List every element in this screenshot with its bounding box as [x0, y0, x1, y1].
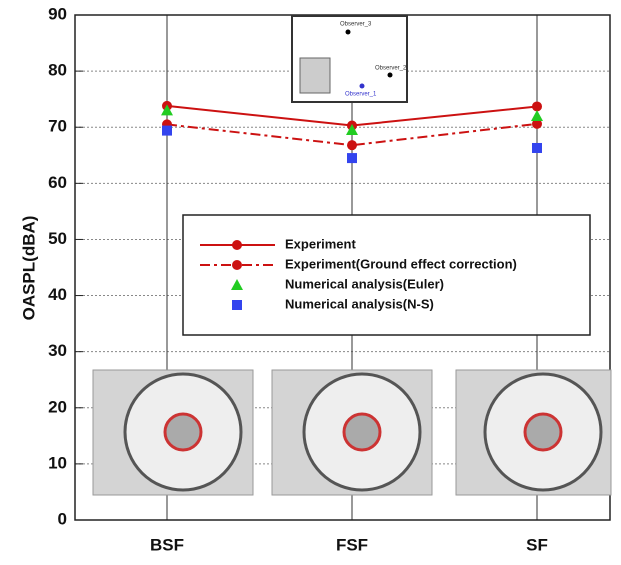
y-tick-label: 70 — [48, 117, 67, 136]
y-tick-label: 20 — [48, 397, 67, 416]
y-tick-label: 50 — [48, 229, 67, 248]
marker — [232, 240, 242, 250]
y-axis-label: OASPL(dBA) — [19, 216, 38, 321]
marker — [532, 143, 542, 153]
marker — [162, 126, 172, 136]
fan-image — [456, 370, 611, 495]
legend-label: Experiment — [285, 236, 356, 251]
chart: OASPL(dBA) Observer_3 Observer_2 Observe… — [0, 0, 621, 560]
inset-label: Observer_1 — [345, 92, 377, 98]
marker — [347, 153, 357, 163]
fan-images — [93, 370, 611, 495]
legend-label: Numerical analysis(N-S) — [285, 296, 434, 311]
fan-image — [272, 370, 432, 495]
marker — [532, 101, 542, 111]
x-tick-label: FSF — [336, 535, 368, 554]
inset-label: Observer_2 — [375, 66, 407, 72]
marker — [232, 260, 242, 270]
fan-image — [93, 370, 253, 495]
legend: Experiment Experiment(Ground effect corre… — [183, 215, 590, 335]
marker — [531, 110, 543, 121]
inset-label: Observer_3 — [340, 22, 372, 28]
legend-label: Numerical analysis(Euler) — [285, 276, 444, 291]
y-tick-label: 40 — [48, 285, 67, 304]
y-tick-label: 10 — [48, 453, 67, 472]
marker — [232, 300, 242, 310]
y-tick-label: 60 — [48, 173, 67, 192]
x-tick-label: BSF — [150, 535, 184, 554]
x-tick-label: SF — [526, 535, 548, 554]
legend-label: Experiment(Ground effect correction) — [285, 256, 517, 271]
y-tick-label: 0 — [58, 509, 67, 528]
y-tick-label: 80 — [48, 61, 67, 80]
inset: Observer_3 Observer_2 Observer_1 — [292, 16, 407, 102]
y-tick-label: 30 — [48, 341, 67, 360]
y-tick-label: 90 — [48, 4, 67, 23]
marker — [347, 140, 357, 150]
